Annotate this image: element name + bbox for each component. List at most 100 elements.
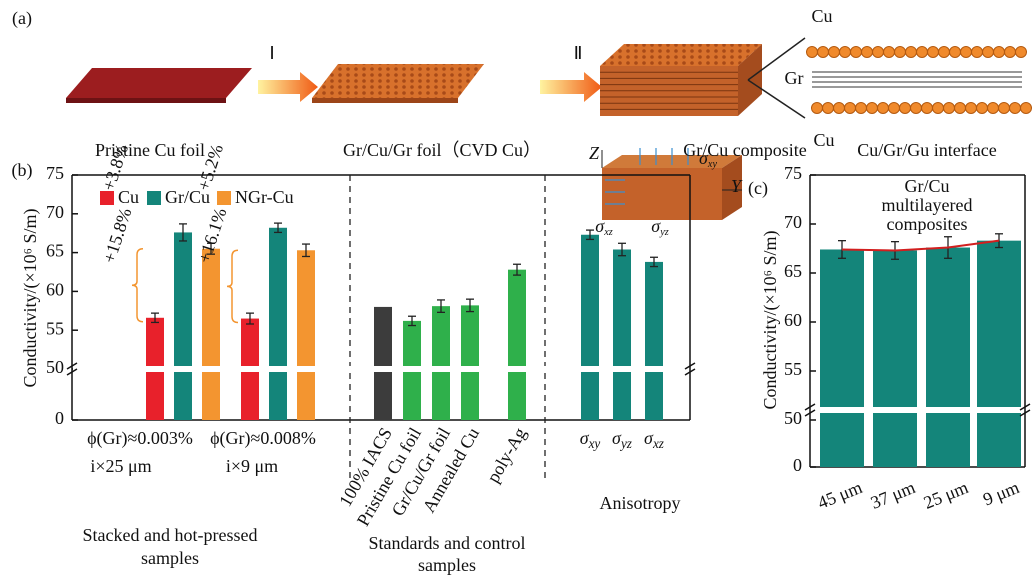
panel-label: (a) <box>12 8 32 29</box>
interface-label: Cu <box>813 130 834 150</box>
bar <box>977 241 1021 467</box>
atom <box>939 47 950 58</box>
bar <box>297 250 315 420</box>
bar <box>461 305 479 420</box>
bar <box>374 307 392 420</box>
atom <box>1021 103 1032 114</box>
atom <box>900 103 911 114</box>
y-tick-label: 75 <box>46 163 64 183</box>
y-tick-label: 55 <box>784 359 802 379</box>
y-axis-label: Conductivity/(×10⁶ S/m) <box>760 231 781 410</box>
section-title: samples <box>141 548 199 568</box>
atom <box>988 103 999 114</box>
group-label: ϕ(Gr)≈0.003% <box>87 428 193 449</box>
y-tick-label: 65 <box>784 261 802 281</box>
bar <box>581 235 599 420</box>
inset-label: Z <box>589 143 600 163</box>
subscript: xy <box>707 159 718 170</box>
interface-label: Gr <box>785 68 804 88</box>
annotation: Gr/Cu <box>905 176 950 196</box>
atom <box>950 47 961 58</box>
figure: (a)ⅠⅡPristine Cu foilGr/Cu/Gr foil（CVD C… <box>0 0 1035 576</box>
atom <box>834 103 845 114</box>
legend-label: Cu <box>118 187 139 207</box>
gr-foil-edge <box>312 98 458 103</box>
y-tick-label: 50 <box>784 408 802 428</box>
y-tick-label: 70 <box>784 212 802 232</box>
y-tick-label: 0 <box>55 408 64 428</box>
legend-label: NGr-Cu <box>235 187 294 207</box>
atom <box>933 103 944 114</box>
panel-label: (c) <box>748 178 768 199</box>
bar <box>269 228 287 420</box>
atom <box>845 103 856 114</box>
axis-break <box>73 366 689 372</box>
annotation: multilayered <box>882 195 973 215</box>
atom <box>917 47 928 58</box>
x-tick-label: σxy <box>580 428 601 451</box>
brace <box>132 249 143 322</box>
arrow <box>258 72 318 102</box>
atom <box>1016 47 1027 58</box>
atom <box>999 103 1010 114</box>
section-title: Anisotropy <box>600 493 681 513</box>
bar <box>645 262 663 420</box>
legend-swatch <box>147 191 161 205</box>
section-title: Standards and control <box>369 533 526 553</box>
atom <box>972 47 983 58</box>
atom <box>856 103 867 114</box>
x-tick-label: 37 μm <box>868 477 918 513</box>
atom <box>889 103 900 114</box>
annotation: +16.1% <box>194 205 231 265</box>
subscript: xz <box>652 436 664 451</box>
atom <box>955 103 966 114</box>
atom <box>961 47 972 58</box>
annotation: +15.8% <box>99 205 136 265</box>
bar <box>202 249 220 420</box>
bar <box>432 306 450 420</box>
atom <box>928 47 939 58</box>
atom <box>812 103 823 114</box>
atom <box>944 103 955 114</box>
y-axis-label: Conductivity/(×10⁶ S/m) <box>20 209 41 388</box>
atom <box>807 47 818 58</box>
atom <box>840 47 851 58</box>
atom <box>829 47 840 58</box>
interface-label: Cu <box>811 6 832 26</box>
subscript: yz <box>619 436 632 451</box>
group-label: ϕ(Gr)≈0.008% <box>210 428 316 449</box>
atom <box>878 103 889 114</box>
bar <box>873 250 917 467</box>
arrow <box>540 72 602 102</box>
y-tick-label: 60 <box>46 280 64 300</box>
atom <box>862 47 873 58</box>
caption: Gr/Cu/Gr foil（CVD Cu） <box>343 140 541 160</box>
subscript: xy <box>588 436 601 451</box>
legend-swatch <box>100 191 114 205</box>
panel-a-shapes <box>66 38 1032 118</box>
section-title: Stacked and hot-pressed <box>83 525 258 545</box>
subscript: yz <box>659 227 669 238</box>
cu-foil <box>66 68 252 98</box>
panel-label: (b) <box>12 160 33 181</box>
bar <box>820 249 864 467</box>
x-tick-label: 25 μm <box>921 477 971 513</box>
atom <box>895 47 906 58</box>
atom <box>818 47 829 58</box>
annotation: composites <box>887 214 968 234</box>
x-tick-label: 45 μm <box>815 477 865 513</box>
legend-label: Gr/Cu <box>165 187 210 207</box>
subscript: xz <box>603 227 613 238</box>
y-tick-label: 65 <box>46 241 64 261</box>
legend-swatch <box>217 191 231 205</box>
y-tick-label: 0 <box>793 455 802 475</box>
atom <box>966 103 977 114</box>
axis-break <box>811 407 1024 413</box>
atom <box>906 47 917 58</box>
atom <box>884 47 895 58</box>
caption: Cu/Gr/Gu interface <box>857 140 996 160</box>
atom <box>873 47 884 58</box>
x-tick-label: poly-Ag <box>483 424 530 486</box>
group-sublabel: i×25 μm <box>90 456 151 476</box>
composite-top <box>600 44 762 66</box>
